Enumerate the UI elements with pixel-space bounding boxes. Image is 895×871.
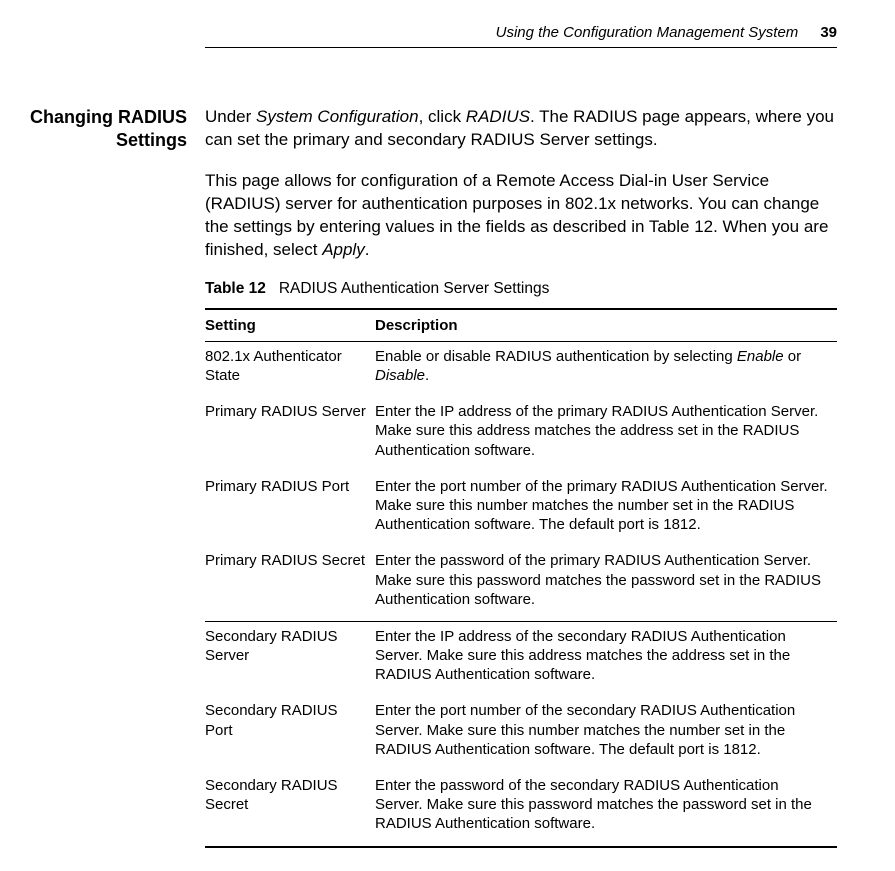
description-cell: Enter the port number of the secondary R…	[375, 696, 837, 771]
text: .	[365, 240, 370, 259]
main: Under System Configuration, click RADIUS…	[205, 106, 837, 848]
table-title: RADIUS Authentication Server Settings	[279, 280, 550, 297]
setting-cell: Primary RADIUS Secret	[205, 546, 375, 621]
content: Changing RADIUS Settings Under System Co…	[0, 106, 847, 848]
running-header: Using the Configuration Management Syste…	[0, 24, 847, 41]
setting-cell: 802.1x Authenticator State	[205, 341, 375, 397]
description-cell: Enter the password of the secondary RADI…	[375, 771, 837, 847]
description-cell: Enable or disable RADIUS authentication …	[375, 341, 837, 397]
description-cell: Enter the password of the primary RADIUS…	[375, 546, 837, 621]
setting-cell: Primary RADIUS Server	[205, 397, 375, 472]
table-row: Primary RADIUS SecretEnter the password …	[205, 546, 837, 621]
page-number: 39	[820, 24, 837, 41]
table-row: Primary RADIUS PortEnter the port number…	[205, 472, 837, 547]
table-row: Secondary RADIUS SecretEnter the passwor…	[205, 771, 837, 847]
table-row: Secondary RADIUS PortEnter the port numb…	[205, 696, 837, 771]
text: This page allows for configuration of a …	[205, 171, 828, 259]
table-row: 802.1x Authenticator StateEnable or disa…	[205, 341, 837, 397]
table-number: Table 12	[205, 280, 266, 297]
heading-line: Settings	[116, 130, 187, 150]
header-rule	[205, 47, 837, 48]
settings-table: Setting Description 802.1x Authenticator…	[205, 308, 837, 848]
setting-cell: Secondary RADIUS Port	[205, 696, 375, 771]
intro-paragraph-2: This page allows for configuration of a …	[205, 170, 837, 262]
text: Under	[205, 107, 256, 126]
sidebar: Changing RADIUS Settings	[24, 106, 205, 848]
table-row: Primary RADIUS ServerEnter the IP addres…	[205, 397, 837, 472]
section-heading: Changing RADIUS Settings	[24, 106, 187, 153]
intro-paragraph-1: Under System Configuration, click RADIUS…	[205, 106, 837, 152]
setting-cell: Secondary RADIUS Server	[205, 621, 375, 696]
italic-text: RADIUS	[466, 107, 530, 126]
header-title: Using the Configuration Management Syste…	[496, 24, 799, 41]
setting-cell: Secondary RADIUS Secret	[205, 771, 375, 847]
page: Using the Configuration Management Syste…	[0, 0, 895, 848]
setting-cell: Primary RADIUS Port	[205, 472, 375, 547]
description-cell: Enter the IP address of the secondary RA…	[375, 621, 837, 696]
table-caption: Table 12 RADIUS Authentication Server Se…	[205, 280, 837, 298]
col-setting: Setting	[205, 309, 375, 342]
italic-text: Apply	[322, 240, 365, 259]
description-cell: Enter the port number of the primary RAD…	[375, 472, 837, 547]
italic-text: System Configuration	[256, 107, 419, 126]
table-header-row: Setting Description	[205, 309, 837, 342]
description-cell: Enter the IP address of the primary RADI…	[375, 397, 837, 472]
col-description: Description	[375, 309, 837, 342]
heading-line: Changing RADIUS	[30, 107, 187, 127]
text: , click	[419, 107, 466, 126]
table-row: Secondary RADIUS ServerEnter the IP addr…	[205, 621, 837, 696]
